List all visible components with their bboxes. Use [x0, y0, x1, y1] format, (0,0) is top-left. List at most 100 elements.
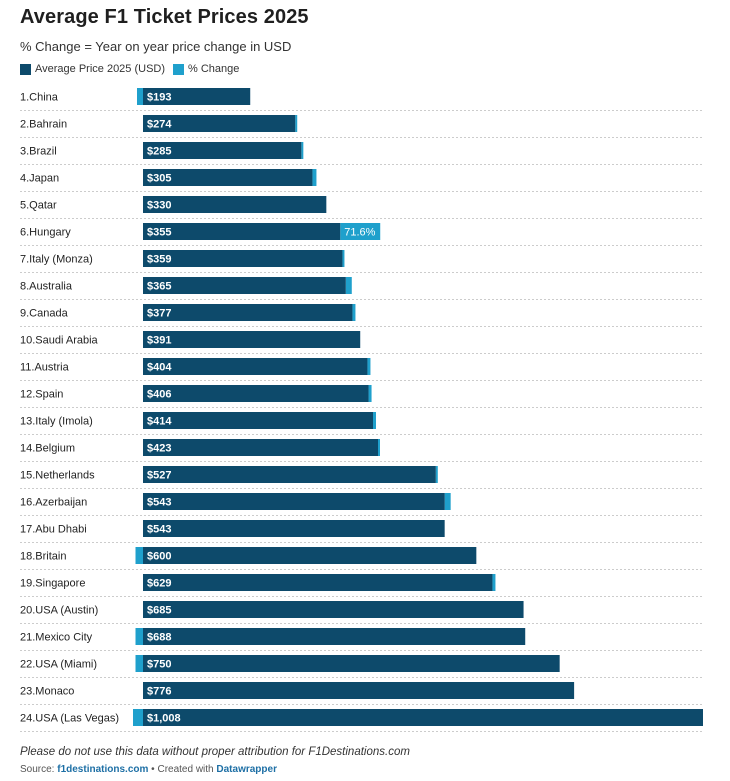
category-label: 20.USA (Austin) — [20, 605, 98, 617]
price-bar — [143, 520, 445, 537]
category-label: 1.China — [20, 92, 59, 104]
price-bar — [143, 439, 378, 456]
price-label: $776 — [147, 686, 171, 698]
price-label: $629 — [147, 578, 171, 590]
category-label: 4.Japan — [20, 173, 59, 185]
category-label: 14.Belgium — [20, 443, 75, 455]
category-label: 16.Azerbaijan — [20, 497, 87, 509]
price-label: $406 — [147, 389, 171, 401]
change-bar — [345, 277, 352, 294]
price-bar — [143, 304, 353, 321]
category-label: 18.Britain — [20, 551, 66, 563]
change-bar — [295, 115, 298, 132]
source-separator: • — [151, 764, 155, 775]
category-label: 22.USA (Miami) — [20, 659, 97, 671]
price-label: $193 — [147, 92, 171, 104]
category-label: 12.Spain — [20, 389, 63, 401]
chart-subtitle: % Change = Year on year price change in … — [20, 39, 292, 54]
legend-item-price: Average Price 2025 (USD) — [20, 63, 165, 75]
price-label: $377 — [147, 308, 171, 320]
change-bar — [301, 142, 304, 159]
price-label: $543 — [147, 497, 171, 509]
price-bar — [143, 412, 373, 429]
price-label: $359 — [147, 254, 171, 266]
price-bar — [143, 169, 313, 186]
price-label: $527 — [147, 470, 171, 482]
change-bar — [133, 709, 143, 726]
datawrapper-link[interactable]: Datawrapper — [216, 764, 277, 775]
category-label: 17.Abu Dhabi — [20, 524, 87, 536]
category-label: 3.Brazil — [20, 146, 57, 158]
bar-chart: 1.China $193 2.Bahrain $274 3.Brazil $285 4.Ja… — [20, 88, 703, 732]
change-bar — [342, 250, 345, 267]
price-label: $688 — [147, 632, 171, 644]
change-bar — [135, 628, 143, 645]
category-label: 19.Singapore — [20, 578, 85, 590]
created-prefix: Created with — [157, 764, 214, 775]
change-bar — [444, 493, 451, 510]
price-bar — [143, 142, 302, 159]
price-bar — [143, 196, 327, 213]
legend-swatch-change — [173, 63, 185, 75]
price-label: $685 — [147, 605, 171, 617]
category-label: 15.Netherlands — [20, 470, 95, 482]
price-bar — [143, 574, 493, 591]
change-bar — [137, 88, 143, 105]
attribution-note: Please do not use this data without prop… — [20, 746, 410, 758]
price-label: $404 — [147, 362, 172, 374]
price-bar — [143, 493, 445, 510]
change-bar — [340, 223, 381, 240]
legend-swatch-price — [20, 63, 31, 75]
category-label: 7.Italy (Monza) — [20, 254, 93, 266]
change-bar — [367, 358, 371, 375]
source-link[interactable]: f1destinations.com — [57, 764, 149, 775]
category-label: 23.Monaco — [20, 686, 74, 698]
category-label: 21.Mexico City — [20, 632, 93, 644]
price-bar — [143, 115, 296, 132]
price-label: $274 — [147, 119, 172, 131]
price-bar — [143, 466, 436, 483]
category-label: 13.Italy (Imola) — [20, 416, 93, 428]
price-label: $543 — [147, 524, 171, 536]
legend-label-price: Average Price 2025 (USD) — [35, 63, 166, 75]
price-bar — [143, 250, 343, 267]
price-label: $305 — [147, 173, 171, 185]
change-bar — [378, 439, 380, 456]
price-bar — [143, 277, 346, 294]
source-line: Source: f1destinations.com • Created wit… — [20, 764, 277, 775]
change-bar — [312, 169, 317, 186]
change-bar — [352, 304, 356, 321]
category-label: 8.Australia — [20, 281, 73, 293]
price-bar — [143, 223, 341, 240]
category-label: 6.Hungary — [20, 227, 71, 239]
price-label: $750 — [147, 659, 171, 671]
price-label: $391 — [147, 335, 171, 347]
change-bar — [492, 574, 496, 591]
category-label: 5.Qatar — [20, 200, 57, 212]
category-label: 10.Saudi Arabia — [20, 335, 99, 347]
price-bar — [143, 655, 560, 672]
price-label: $365 — [147, 281, 171, 293]
change-bar — [368, 385, 372, 402]
source-prefix: Source: — [20, 764, 55, 775]
change-label: 71.6% — [344, 227, 375, 239]
price-label: $414 — [147, 416, 172, 428]
price-bar — [143, 682, 575, 699]
price-bar — [143, 628, 526, 645]
category-label: 24.USA (Las Vegas) — [20, 713, 119, 725]
legend: Average Price 2025 (USD) % Change — [20, 63, 247, 75]
category-label: 9.Canada — [20, 308, 69, 320]
legend-label-change: % Change — [188, 63, 240, 75]
category-label: 2.Bahrain — [20, 119, 67, 131]
price-label: $600 — [147, 551, 171, 563]
price-bar — [143, 601, 524, 618]
price-label: $355 — [147, 227, 171, 239]
price-label: $1,008 — [147, 713, 181, 725]
change-bar — [373, 412, 376, 429]
category-label: 11.Austria — [20, 362, 70, 374]
price-bar — [143, 385, 369, 402]
chart-title: Average F1 Ticket Prices 2025 — [20, 6, 309, 28]
price-label: $285 — [147, 146, 171, 158]
change-bar — [435, 466, 438, 483]
change-bar — [135, 655, 143, 672]
